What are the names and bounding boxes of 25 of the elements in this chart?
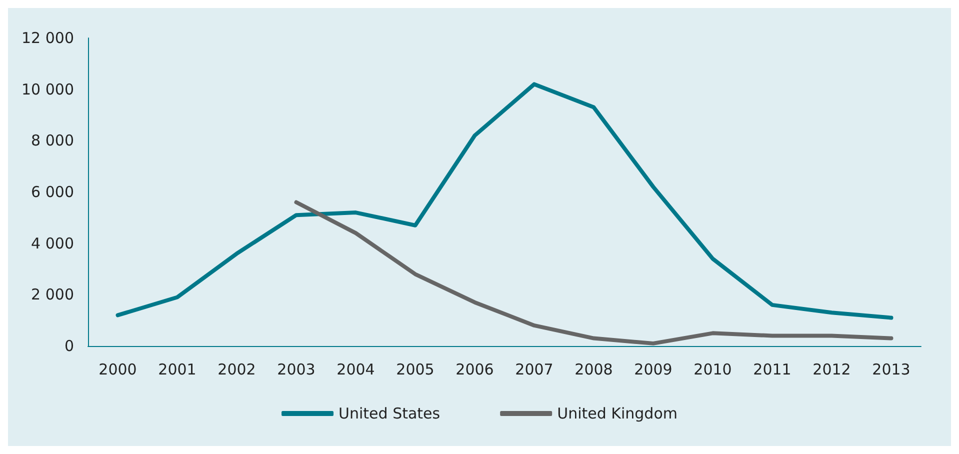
- x-tick-label: 2004: [336, 360, 375, 378]
- x-tick-label: 2000: [98, 360, 137, 378]
- y-tick-label: 0: [64, 337, 74, 355]
- x-tick-label: 2007: [515, 360, 554, 378]
- x-tick-label: 2001: [158, 360, 196, 378]
- x-tick-label: 2012: [812, 360, 851, 378]
- line-series: [294, 200, 894, 346]
- legend-label: United Kingdom: [557, 404, 678, 422]
- line-series: [116, 82, 894, 320]
- x-tick-label: 2005: [396, 360, 434, 378]
- legend-label: United States: [338, 404, 440, 422]
- y-tick-label: 12 000: [22, 29, 74, 47]
- x-tick-label: 2013: [872, 360, 910, 378]
- y-tick-label: 6 000: [31, 183, 74, 201]
- x-tick-label: 2006: [456, 360, 494, 378]
- x-tick-label: 2009: [634, 360, 672, 378]
- y-tick-label: 10 000: [22, 80, 74, 98]
- x-tick-label: 2003: [277, 360, 316, 378]
- y-tick-label: 8 000: [31, 132, 74, 150]
- y-tick-label: 2 000: [31, 286, 74, 304]
- x-tick-label: 2002: [218, 360, 256, 378]
- x-tick-label: 2011: [753, 360, 792, 378]
- x-tick-label: 2008: [574, 360, 613, 378]
- y-tick-label: 4 000: [31, 234, 74, 252]
- x-tick-label: 2010: [694, 360, 732, 378]
